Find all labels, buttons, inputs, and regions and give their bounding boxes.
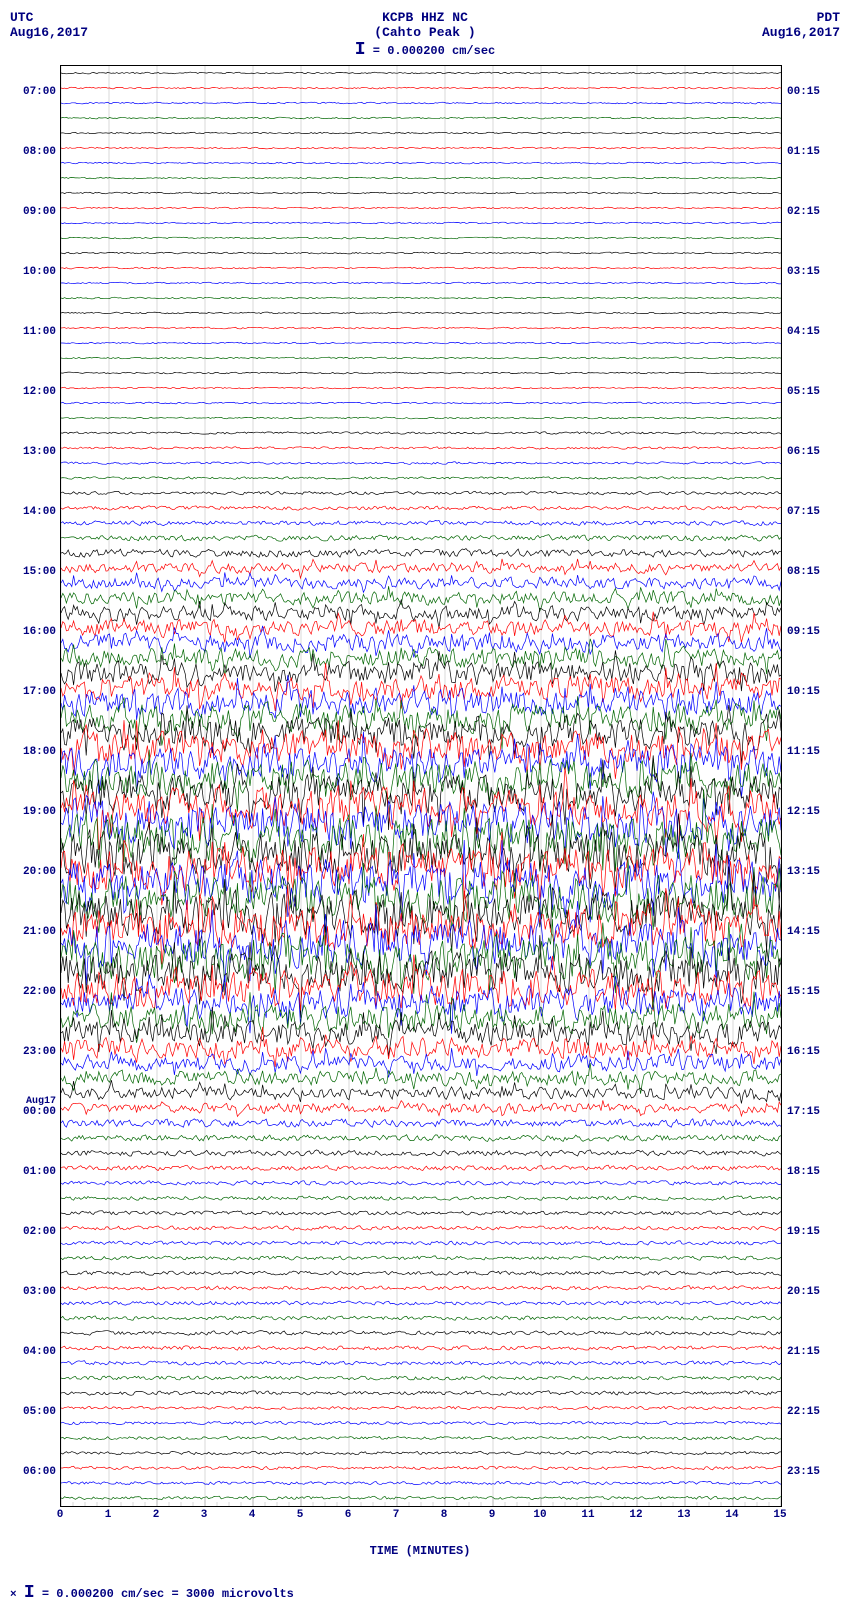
seismogram-container: UTC Aug16,2017 KCPB HHZ NC (Cahto Peak )… [10, 10, 840, 1603]
scale-bar: I = 0.000200 cm/sec [110, 40, 740, 60]
date-left-label: Aug16,2017 [10, 25, 110, 40]
helicorder-plot [60, 65, 782, 1507]
trace-group [61, 72, 781, 1500]
scale-bar-text: = 0.000200 cm/sec [373, 44, 495, 58]
x-tick-labels: 0123456789101112131415 [60, 1509, 780, 1529]
x-axis: 0123456789101112131415 TIME (MINUTES) [60, 1509, 780, 1558]
plot-svg [61, 66, 781, 1506]
date-right-label: Aug16,2017 [740, 25, 840, 40]
station-label: KCPB HHZ NC [110, 10, 740, 25]
footer-text: = 0.000200 cm/sec = 3000 microvolts [42, 1587, 294, 1601]
header: UTC Aug16,2017 KCPB HHZ NC (Cahto Peak )… [10, 10, 840, 60]
header-center: KCPB HHZ NC (Cahto Peak ) I = 0.000200 c… [110, 10, 740, 60]
footer: × I = 0.000200 cm/sec = 3000 microvolts [10, 1583, 294, 1603]
tz-left-label: UTC [10, 10, 110, 25]
x-axis-title: TIME (MINUTES) [60, 1544, 780, 1558]
header-left: UTC Aug16,2017 [10, 10, 110, 40]
header-right: PDT Aug16,2017 [740, 10, 840, 40]
tz-right-label: PDT [740, 10, 840, 25]
location-label: (Cahto Peak ) [110, 25, 740, 40]
